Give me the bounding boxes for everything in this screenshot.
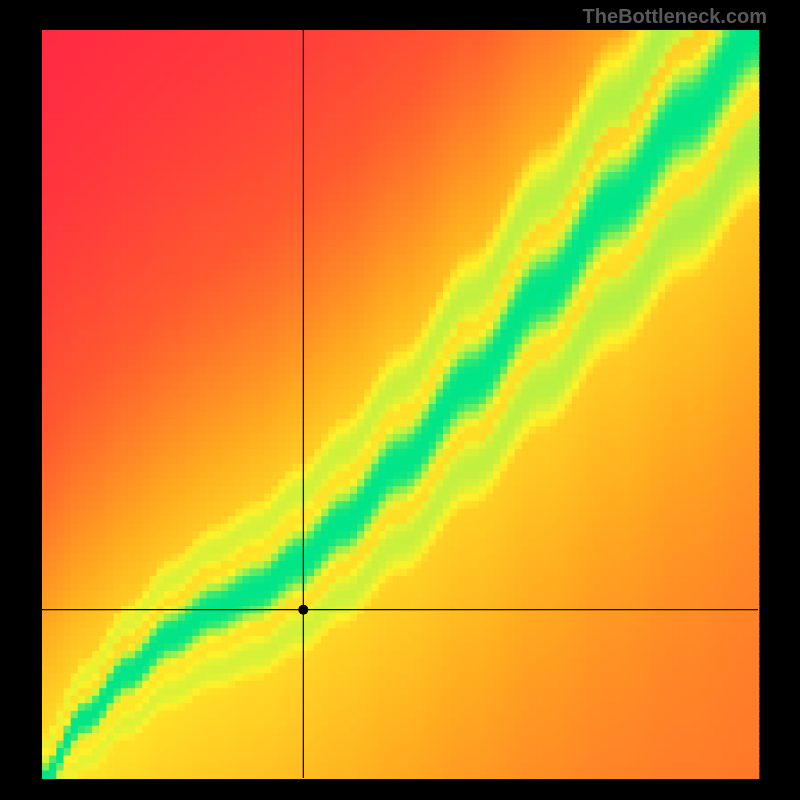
bottleneck-heatmap [0,0,800,800]
watermark-text: TheBottleneck.com [583,6,767,29]
chart-container: TheBottleneck.com [0,0,800,800]
